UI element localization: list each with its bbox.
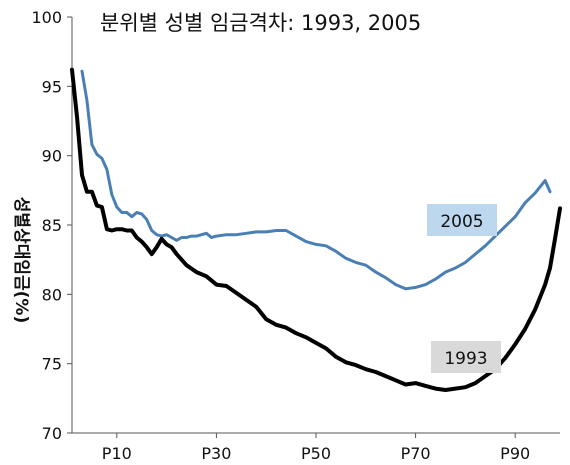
y-tick-label: 70 bbox=[42, 424, 62, 443]
y-tick-label: 100 bbox=[31, 8, 62, 27]
y-tick-label: 75 bbox=[42, 355, 62, 374]
series-label-2005: 2005 bbox=[440, 212, 483, 232]
series-line-2005 bbox=[80, 69, 552, 291]
series-label-box-2005 bbox=[427, 204, 497, 236]
x-tick-label: P50 bbox=[301, 444, 331, 463]
chart-title: 분위별 성별 임금격차: 1993, 2005 bbox=[100, 11, 421, 35]
series-line-1993 bbox=[70, 67, 562, 392]
axes: 70 75 80 85 90 95 100 P10 P30 P50 P70 P90 bbox=[31, 8, 560, 463]
x-tick-label: P10 bbox=[102, 444, 132, 463]
y-tick-label: 95 bbox=[42, 77, 62, 96]
y-tick-label: 80 bbox=[42, 285, 62, 304]
y-tick-label: 90 bbox=[42, 147, 62, 166]
series-label-box-1993 bbox=[431, 341, 501, 373]
series-label-1993: 1993 bbox=[444, 349, 487, 369]
series-labels: 2005 1993 bbox=[427, 204, 501, 373]
y-axis-label: 성별상대임금(%) bbox=[11, 197, 32, 323]
plot-area bbox=[70, 67, 562, 392]
y-tick-label: 85 bbox=[42, 216, 62, 235]
x-tick-label: P90 bbox=[500, 444, 530, 463]
x-tick-label: P70 bbox=[401, 444, 431, 463]
x-tick-label: P30 bbox=[201, 444, 231, 463]
